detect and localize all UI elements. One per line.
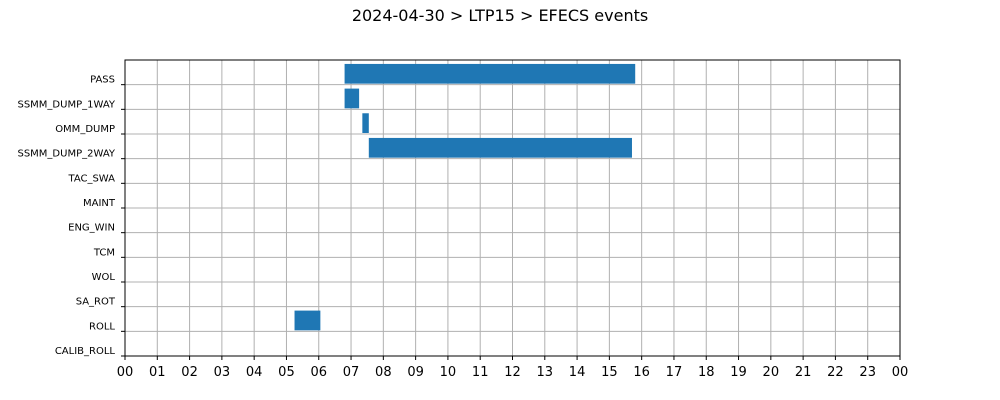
x-tick-label: 20 xyxy=(763,365,780,380)
x-tick-label: 23 xyxy=(859,365,876,380)
y-tick-label: PASS xyxy=(90,75,115,86)
x-axis: 00 01 02 03 04 05 06 07 08 09 10 11 12 13 14 15 16 17 18 19… xyxy=(117,356,909,380)
x-tick-label: 16 xyxy=(633,365,650,380)
x-tick-label: 01 xyxy=(149,365,166,380)
x-tick-label: 08 xyxy=(375,365,392,380)
x-tick-label: 13 xyxy=(537,365,554,380)
bar-layer xyxy=(294,63,636,331)
x-tick-label: 19 xyxy=(730,365,747,380)
x-tick-label: 17 xyxy=(666,365,683,380)
y-tick-label: ENG_WIN xyxy=(68,223,115,234)
y-tick-label: MAINT xyxy=(83,198,116,209)
y-tick-label: OMM_DUMP xyxy=(55,124,115,135)
x-tick-label: 15 xyxy=(601,365,618,380)
y-tick-label: TAC_SWA xyxy=(67,173,115,184)
grid-layer xyxy=(125,60,900,356)
y-tick-label: TCM xyxy=(93,247,115,258)
y-tick-label: SA_ROT xyxy=(76,297,116,308)
x-tick-label: 18 xyxy=(698,365,715,380)
x-tick-label: 22 xyxy=(827,365,844,380)
event-bar xyxy=(294,310,321,331)
x-tick-label: 07 xyxy=(343,365,360,380)
x-tick-label: 06 xyxy=(310,365,327,380)
y-tick-label: SSMM_DUMP_1WAY xyxy=(17,99,115,110)
x-tick-label: 04 xyxy=(246,365,263,380)
y-tick-label: WOL xyxy=(92,272,116,283)
event-bar xyxy=(344,88,360,109)
x-tick-label: 11 xyxy=(472,365,489,380)
chart-title: 2024-04-30 > LTP15 > EFECS events xyxy=(351,6,649,25)
event-bar xyxy=(368,137,632,158)
y-tick-label: CALIB_ROLL xyxy=(55,346,116,357)
x-tick-label: 10 xyxy=(440,365,457,380)
event-bar xyxy=(344,63,636,84)
x-tick-label: 00 xyxy=(892,365,909,380)
x-tick-label: 02 xyxy=(181,365,198,380)
x-tick-label: 12 xyxy=(504,365,521,380)
x-tick-label: 03 xyxy=(214,365,231,380)
event-bar xyxy=(362,113,369,133)
x-tick-label: 05 xyxy=(278,365,295,380)
y-axis: PASS SSMM_DUMP_1WAY OMM_DUMP SSMM_DUMP_2WAY… xyxy=(17,75,125,357)
x-tick-label: 00 xyxy=(117,365,134,380)
y-tick-label: SSMM_DUMP_2WAY xyxy=(17,149,115,160)
y-tick-label: ROLL xyxy=(89,321,115,332)
x-tick-label: 14 xyxy=(569,365,586,380)
x-tick-label: 09 xyxy=(407,365,424,380)
x-tick-label: 21 xyxy=(795,365,812,380)
